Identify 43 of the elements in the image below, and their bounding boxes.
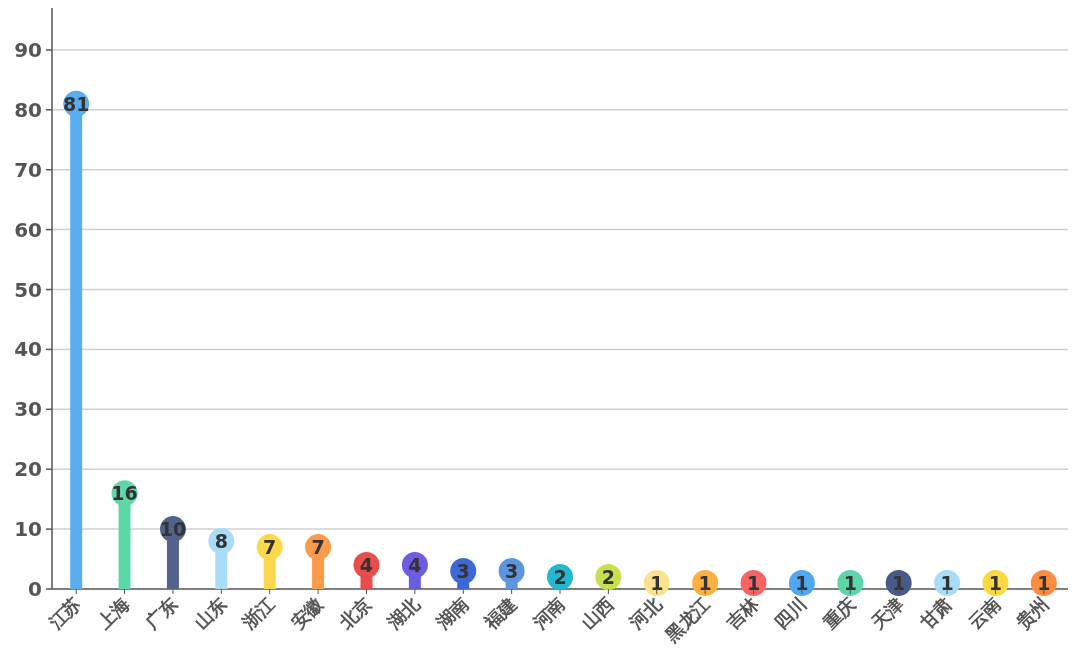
data-label: 4: [408, 554, 422, 577]
x-tick-label: 湖北: [382, 592, 425, 634]
data-label: 3: [505, 560, 519, 583]
data-label: 1: [698, 572, 712, 595]
y-tick-label: 20: [14, 457, 42, 482]
data-label: 1: [746, 572, 761, 595]
data-label: 1: [940, 572, 954, 595]
data-label: 1: [1037, 572, 1051, 595]
x-tick-label: 安徽: [286, 592, 328, 634]
data-label: 10: [159, 518, 187, 541]
y-tick-label: 60: [14, 217, 42, 242]
y-tick-label: 90: [14, 37, 42, 62]
y-tick-label: 50: [14, 277, 42, 302]
data-label: 1: [843, 572, 857, 595]
x-tick-label: 上海: [92, 592, 134, 634]
data-label: 4: [359, 554, 374, 577]
data-label: 2: [601, 566, 615, 589]
x-tick-label: 北京: [334, 592, 376, 634]
y-tick-label: 40: [14, 337, 42, 362]
y-tick-label: 30: [14, 397, 42, 422]
data-label: 3: [456, 560, 470, 583]
x-tick-label: 河南: [527, 592, 569, 634]
y-tick-label: 70: [14, 157, 42, 182]
y-tick-label: 0: [28, 577, 42, 601]
data-label: 8: [214, 530, 228, 553]
data-label: 2: [553, 566, 567, 589]
data-label: 7: [311, 536, 325, 559]
x-tick-label: 山东: [189, 592, 231, 634]
x-tick-label: 江苏: [44, 592, 86, 634]
data-label: 16: [111, 482, 138, 505]
data-label: 1: [650, 572, 664, 595]
x-tick-label: 湖南: [431, 592, 473, 634]
x-tick-label: 浙江: [237, 592, 279, 634]
x-tick-label: 福建: [479, 592, 521, 634]
x-tick-label: 山西: [576, 592, 618, 634]
data-label: 1: [892, 572, 906, 595]
x-tick-label: 广东: [140, 592, 182, 634]
data-label: 1: [988, 572, 1003, 595]
data-label: 1: [795, 572, 809, 595]
y-tick-label: 10: [14, 517, 42, 542]
data-label: 81: [62, 92, 90, 115]
y-tick-label: 80: [14, 97, 42, 122]
data-label: 7: [263, 536, 277, 559]
